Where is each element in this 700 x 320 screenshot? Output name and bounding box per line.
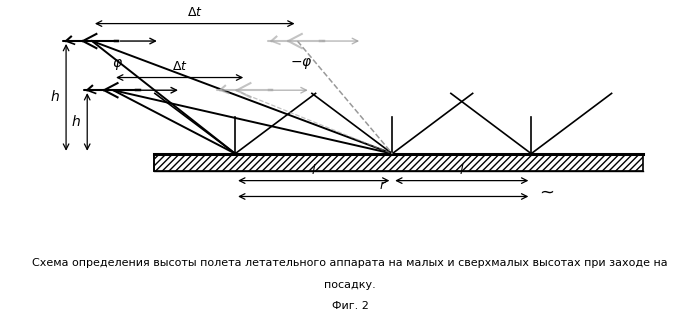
Text: Фиг. 2: Фиг. 2 — [332, 301, 368, 311]
Bar — [154, 154, 643, 171]
Text: h: h — [72, 115, 80, 129]
Text: Схема определения высоты полета летательного аппарата на малых и сверхмалых высо: Схема определения высоты полета летатель… — [32, 258, 668, 268]
Text: посадку.: посадку. — [324, 280, 376, 290]
Text: $r$: $r$ — [379, 179, 387, 192]
Text: $\Delta t$: $\Delta t$ — [172, 60, 188, 73]
Text: $-\varphi$: $-\varphi$ — [290, 56, 313, 71]
Text: $l$: $l$ — [459, 163, 465, 177]
Text: $\varphi$: $\varphi$ — [112, 57, 123, 72]
Text: $l$: $l$ — [311, 163, 316, 177]
Text: h: h — [51, 90, 60, 104]
Text: $\Delta t$: $\Delta t$ — [187, 6, 203, 19]
Text: ~: ~ — [539, 184, 554, 202]
